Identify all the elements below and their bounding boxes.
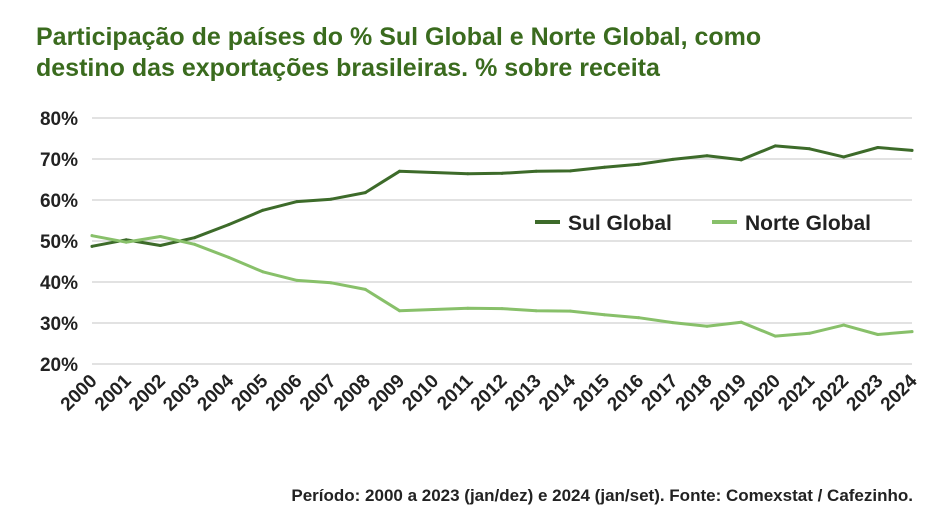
data-point-sul-global bbox=[637, 162, 641, 166]
y-tick-label: 50% bbox=[40, 232, 78, 253]
x-tick-label: 2015 bbox=[569, 370, 614, 415]
data-point-norte-global bbox=[603, 313, 606, 317]
data-point-norte-global bbox=[466, 306, 470, 310]
data-point-sul-global bbox=[534, 169, 538, 173]
x-tick-label: 2021 bbox=[774, 370, 819, 415]
data-point-sul-global bbox=[500, 171, 504, 175]
data-point-norte-global bbox=[808, 331, 811, 335]
data-point-sul-global bbox=[739, 158, 743, 162]
data-point-sul-global bbox=[295, 200, 299, 204]
source-footnote: Período: 2000 a 2023 (jan/dez) e 2024 (j… bbox=[291, 486, 913, 505]
data-point-norte-global bbox=[876, 332, 880, 336]
x-axis-tick-labels: 2000200120022003200420052006200720082009… bbox=[57, 370, 922, 415]
x-tick-label: 2004 bbox=[193, 370, 238, 415]
data-point-sul-global bbox=[842, 155, 846, 159]
series-lines bbox=[90, 144, 914, 338]
y-tick-label: 80% bbox=[40, 109, 78, 130]
x-tick-label: 2024 bbox=[877, 370, 922, 415]
data-point-norte-global bbox=[842, 323, 846, 327]
data-point-norte-global bbox=[671, 321, 675, 325]
x-tick-label: 2008 bbox=[330, 371, 375, 416]
data-point-norte-global bbox=[363, 287, 367, 291]
x-tick-label: 2023 bbox=[843, 371, 888, 416]
data-point-norte-global bbox=[261, 270, 265, 274]
x-tick-label: 2012 bbox=[467, 371, 512, 416]
x-tick-label: 2003 bbox=[159, 371, 204, 416]
x-tick-label: 2022 bbox=[808, 371, 853, 416]
data-point-sul-global bbox=[705, 154, 709, 158]
series-line-norte-global bbox=[90, 234, 914, 338]
data-point-norte-global bbox=[398, 309, 401, 313]
x-tick-label: 2005 bbox=[228, 370, 273, 415]
data-point-sul-global bbox=[90, 244, 94, 248]
x-tick-label: 2007 bbox=[296, 371, 341, 416]
data-point-norte-global bbox=[910, 330, 914, 334]
line-chart: 20%30%40%50%60%70%80% 200020012002200320… bbox=[40, 109, 922, 415]
data-point-sul-global bbox=[808, 147, 811, 151]
data-point-sul-global bbox=[398, 169, 401, 173]
data-point-norte-global bbox=[534, 309, 538, 313]
gridlines bbox=[92, 117, 912, 365]
y-tick-label: 20% bbox=[40, 355, 78, 376]
x-tick-label: 2019 bbox=[706, 371, 751, 416]
data-point-norte-global bbox=[705, 324, 709, 328]
x-tick-label: 2016 bbox=[603, 371, 648, 416]
y-tick-label: 30% bbox=[40, 314, 78, 335]
legend-label-sul-global: Sul Global bbox=[568, 212, 672, 235]
data-point-norte-global bbox=[739, 320, 743, 324]
chart-title-line-1: Participação de países do % Sul Global e… bbox=[36, 23, 762, 51]
data-point-sul-global bbox=[363, 191, 367, 195]
data-point-norte-global bbox=[124, 240, 128, 244]
data-point-sul-global bbox=[261, 208, 265, 212]
x-tick-label: 2002 bbox=[125, 371, 170, 416]
data-point-sul-global bbox=[227, 223, 231, 227]
data-point-sul-global bbox=[603, 165, 606, 169]
x-tick-label: 2014 bbox=[535, 370, 580, 415]
legend: Sul Global Norte Global bbox=[535, 212, 871, 235]
y-axis-tick-labels: 20% 30% 40% 50% 60% 70% 80% bbox=[40, 109, 78, 376]
chart-title: Participação de países do % Sul Global e… bbox=[36, 22, 916, 84]
y-tick-label: 70% bbox=[40, 150, 78, 171]
data-point-norte-global bbox=[568, 309, 572, 313]
x-tick-label: 2020 bbox=[740, 371, 785, 416]
data-point-sul-global bbox=[158, 244, 162, 248]
data-point-sul-global bbox=[910, 148, 914, 152]
data-point-norte-global bbox=[500, 307, 504, 311]
x-tick-label: 2001 bbox=[91, 370, 136, 415]
data-point-sul-global bbox=[329, 197, 333, 201]
data-point-sul-global bbox=[876, 146, 880, 150]
data-point-sul-global bbox=[193, 236, 196, 240]
x-tick-label: 2006 bbox=[262, 371, 307, 416]
y-tick-label: 40% bbox=[40, 273, 78, 294]
x-tick-label: 2017 bbox=[638, 371, 683, 416]
data-point-norte-global bbox=[295, 278, 299, 282]
data-point-norte-global bbox=[432, 307, 436, 311]
x-tick-label: 2011 bbox=[433, 370, 477, 414]
data-point-sul-global bbox=[671, 157, 675, 161]
data-point-sul-global bbox=[466, 172, 470, 176]
data-point-norte-global bbox=[637, 316, 641, 320]
data-point-norte-global bbox=[90, 234, 94, 238]
x-tick-label: 2010 bbox=[398, 371, 443, 416]
data-point-sul-global bbox=[568, 169, 572, 173]
x-tick-label: 2009 bbox=[364, 371, 409, 416]
data-point-norte-global bbox=[773, 334, 777, 338]
y-tick-label: 60% bbox=[40, 191, 78, 212]
chart-title-line-2: destino das exportações brasileiras. % s… bbox=[36, 54, 660, 82]
legend-label-norte-global: Norte Global bbox=[745, 212, 871, 235]
data-point-norte-global bbox=[227, 255, 231, 259]
data-point-norte-global bbox=[193, 242, 196, 246]
data-point-sul-global bbox=[773, 144, 777, 148]
data-point-norte-global bbox=[329, 281, 333, 285]
x-tick-label: 2000 bbox=[57, 371, 102, 416]
x-tick-label: 2013 bbox=[501, 371, 546, 416]
data-point-norte-global bbox=[158, 234, 162, 238]
data-point-sul-global bbox=[432, 171, 436, 175]
x-tick-label: 2018 bbox=[672, 371, 717, 416]
data-point-sul-global bbox=[124, 238, 128, 242]
